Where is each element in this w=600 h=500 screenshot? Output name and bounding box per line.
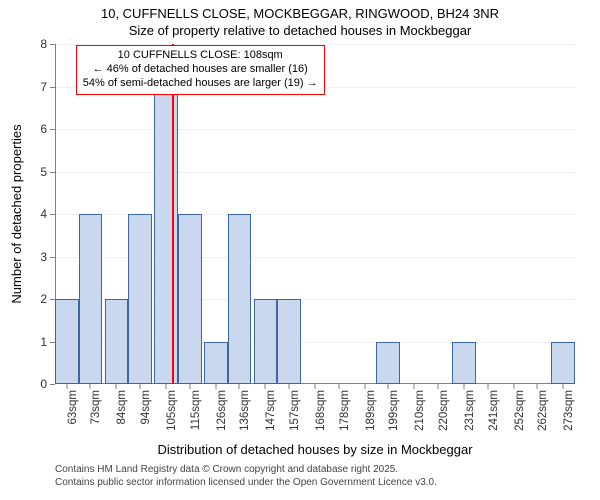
x-tick-label: 147sqm [265,390,277,431]
attribution-text: Contains HM Land Registry data © Crown c… [55,464,437,489]
y-tick-label: 4 [40,207,47,221]
attribution-line2: Contains public sector information licen… [55,477,437,488]
histogram-bar [254,299,278,384]
histogram-bar [178,214,202,384]
x-tick-label: 84sqm [116,390,128,425]
x-tick-label: 231sqm [464,390,476,431]
histogram-bar [154,87,178,385]
y-tick-mark [50,129,55,130]
y-tick-mark [50,214,55,215]
y-tick-label: 3 [40,250,47,264]
y-tick-mark [50,172,55,173]
x-tick-label: 220sqm [438,390,450,431]
marker-line [172,44,174,384]
x-tick-label: 199sqm [388,390,400,431]
y-axis-label: Number of detached properties [9,124,24,303]
x-tick-label: 178sqm [339,390,351,431]
x-tick-mark [364,384,365,389]
y-tick-label: 6 [40,122,47,136]
histogram-bar [55,299,79,384]
chart-title-line1: 10, CUFFNELLS CLOSE, MOCKBEGGAR, RINGWOO… [0,0,600,23]
y-tick-label: 5 [40,165,47,179]
histogram-bar [79,214,103,384]
x-tick-mark [289,384,290,389]
annotation-line2: ← 46% of detached houses are smaller (16… [83,63,318,77]
x-tick-mark [487,384,488,389]
y-gridline [55,172,575,173]
x-tick-mark [140,384,141,389]
histogram-bar [277,299,301,384]
attribution-line1: Contains HM Land Registry data © Crown c… [55,464,398,475]
x-tick-mark [563,384,564,389]
x-tick-label: 241sqm [488,390,500,431]
x-tick-mark [388,384,389,389]
histogram-bar [228,214,252,384]
x-tick-label: 136sqm [239,390,251,431]
plot-area: 01234567863sqm73sqm84sqm94sqm105sqm115sq… [55,44,575,384]
x-tick-mark [315,384,316,389]
y-tick-mark [50,384,55,385]
x-tick-mark [437,384,438,389]
x-tick-mark [166,384,167,389]
y-tick-mark [50,44,55,45]
x-tick-label: 105sqm [166,390,178,431]
x-tick-label: 273sqm [563,390,575,431]
x-tick-mark [463,384,464,389]
x-tick-label: 73sqm [90,390,102,425]
y-gridline [55,129,575,130]
histogram-bar [204,342,228,385]
x-tick-label: 94sqm [140,390,152,425]
annotation-box: 10 CUFFNELLS CLOSE: 108sqm← 46% of detac… [76,45,325,94]
x-tick-mark [215,384,216,389]
x-tick-label: 63sqm [67,390,79,425]
x-tick-label: 157sqm [289,390,301,431]
annotation-title: 10 CUFFNELLS CLOSE: 108sqm [83,49,318,63]
x-tick-mark [90,384,91,389]
y-tick-label: 2 [40,292,47,306]
x-tick-label: 189sqm [365,390,377,431]
y-tick-label: 0 [40,377,47,391]
x-tick-label: 115sqm [190,390,202,430]
x-tick-label: 168sqm [315,390,327,431]
x-tick-mark [66,384,67,389]
y-tick-label: 7 [40,80,47,94]
x-tick-mark [414,384,415,389]
histogram-bar [105,299,129,384]
x-tick-mark [513,384,514,389]
x-tick-label: 210sqm [414,390,426,431]
x-tick-mark [189,384,190,389]
histogram-bar [376,342,400,385]
chart-container: 10, CUFFNELLS CLOSE, MOCKBEGGAR, RINGWOO… [0,0,600,500]
x-axis-label: Distribution of detached houses by size … [55,442,575,457]
x-tick-mark [239,384,240,389]
x-tick-mark [265,384,266,389]
y-tick-label: 8 [40,37,47,51]
histogram-bar [452,342,476,385]
histogram-bar [551,342,575,385]
y-tick-mark [50,87,55,88]
x-tick-label: 262sqm [537,390,549,431]
chart-title-line2: Size of property relative to detached ho… [0,23,600,39]
y-tick-mark [50,257,55,258]
annotation-line3: 54% of semi-detached houses are larger (… [83,77,318,91]
x-tick-mark [338,384,339,389]
histogram-bar [128,214,152,384]
x-tick-label: 252sqm [514,390,526,431]
x-tick-mark [537,384,538,389]
x-tick-mark [116,384,117,389]
x-tick-label: 126sqm [216,390,228,431]
y-tick-label: 1 [40,335,47,349]
